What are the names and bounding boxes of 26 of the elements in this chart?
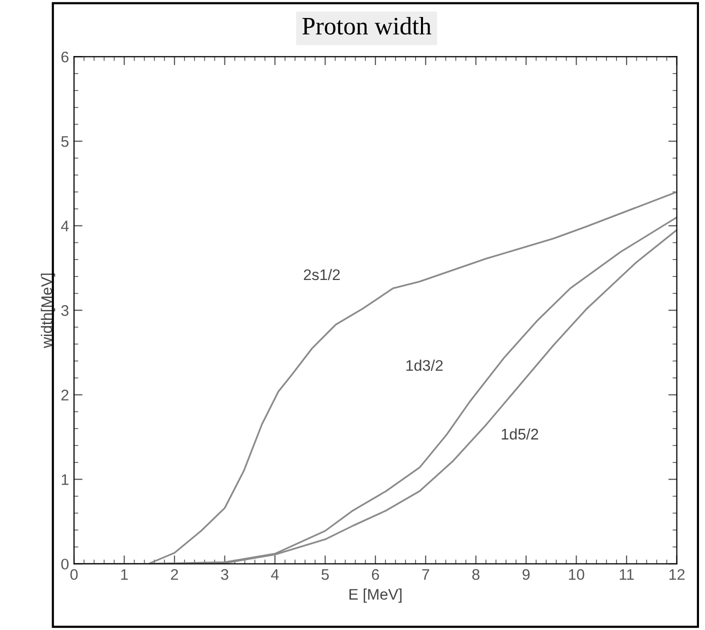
y-tick-label: 5 — [61, 136, 69, 147]
series-label: 1d5/2 — [502, 428, 538, 440]
text: 1d3/2 — [406, 360, 443, 371]
text: 2s1/2 — [304, 268, 340, 280]
x-tick-label: 10 — [569, 569, 584, 580]
chart-title: Proton width — [302, 17, 432, 35]
x-tick-label: 8 — [472, 569, 480, 580]
x-tick-label: 9 — [522, 569, 530, 580]
y-tick-label: 1 — [62, 474, 68, 485]
x-tick-label: 7 — [422, 569, 430, 580]
x-tick-label: 12 — [669, 569, 685, 580]
x-tick-label: 0 — [70, 569, 78, 580]
y-tick-label: 3 — [61, 305, 68, 316]
y-tick-label: 4 — [61, 220, 69, 232]
x-tick-label: 5 — [322, 569, 329, 580]
x-tick-label: 4 — [271, 569, 279, 580]
x-tick-label: 6 — [372, 569, 379, 580]
x-tick-label: 2 — [171, 569, 178, 580]
y-tick-label: 6 — [61, 52, 68, 62]
y-tick-label: 2 — [61, 390, 68, 400]
x-tick-label: 3 — [221, 569, 228, 580]
y-tick-label: 0 — [61, 558, 69, 570]
y-axis-title: width[MeV] — [40, 274, 56, 348]
x-tick-label: 1 — [121, 569, 128, 580]
x-axis-title: E [MeV] — [350, 588, 402, 603]
x-tick-label: 11 — [620, 569, 634, 580]
